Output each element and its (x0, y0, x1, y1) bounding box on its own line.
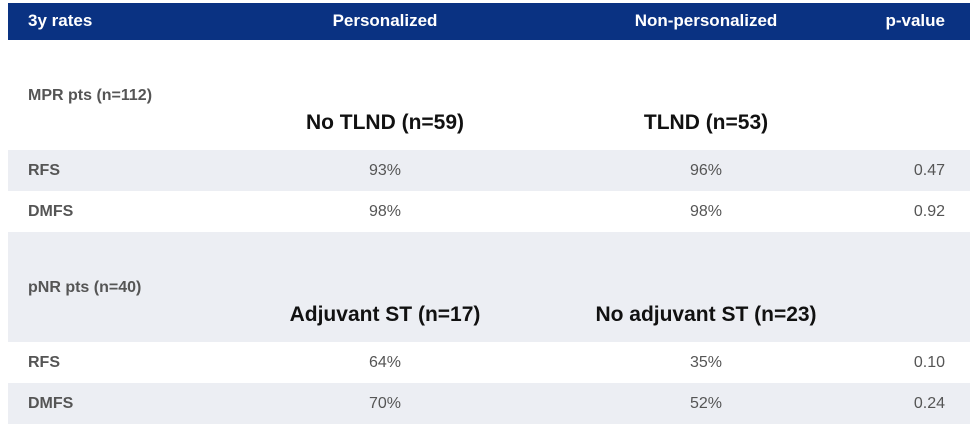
cell-value: 35% (689, 354, 723, 371)
header-cell: p-value (885, 11, 945, 30)
cell-value: 0.47 (913, 162, 945, 179)
row-band (8, 40, 970, 150)
group-heading: TLND (n=53) (643, 111, 769, 134)
row-band (8, 342, 970, 383)
cell-value: 64% (368, 354, 402, 371)
group-heading: No TLND (n=59) (305, 111, 465, 134)
group-heading: Adjuvant ST (n=17) (289, 303, 481, 326)
row-label: DMFS (28, 203, 74, 220)
row-label: DMFS (28, 395, 74, 412)
row-label: RFS (28, 354, 60, 371)
header-cell: 3y rates (28, 11, 93, 30)
cell-value: 70% (368, 395, 402, 412)
section-label: pNR pts (n=40) (28, 279, 142, 296)
header-cell: Personalized (332, 11, 438, 30)
cell-value: 93% (368, 162, 402, 179)
row-band (8, 191, 970, 232)
cell-value: 98% (368, 203, 402, 220)
cell-value: 96% (689, 162, 723, 179)
section-label: MPR pts (n=112) (28, 87, 153, 104)
cell-value: 52% (689, 395, 723, 412)
cell-value: 0.10 (913, 354, 945, 371)
header-cell: Non-personalized (634, 11, 778, 30)
row-band (8, 232, 970, 342)
row-band (8, 150, 970, 191)
header-bar (8, 3, 970, 40)
row-label: RFS (28, 162, 60, 179)
row-band (8, 383, 970, 424)
group-heading: No adjuvant ST (n=23) (595, 303, 817, 326)
cell-value: 0.92 (913, 203, 945, 220)
cell-value: 98% (689, 203, 723, 220)
cell-value: 0.24 (913, 395, 945, 412)
